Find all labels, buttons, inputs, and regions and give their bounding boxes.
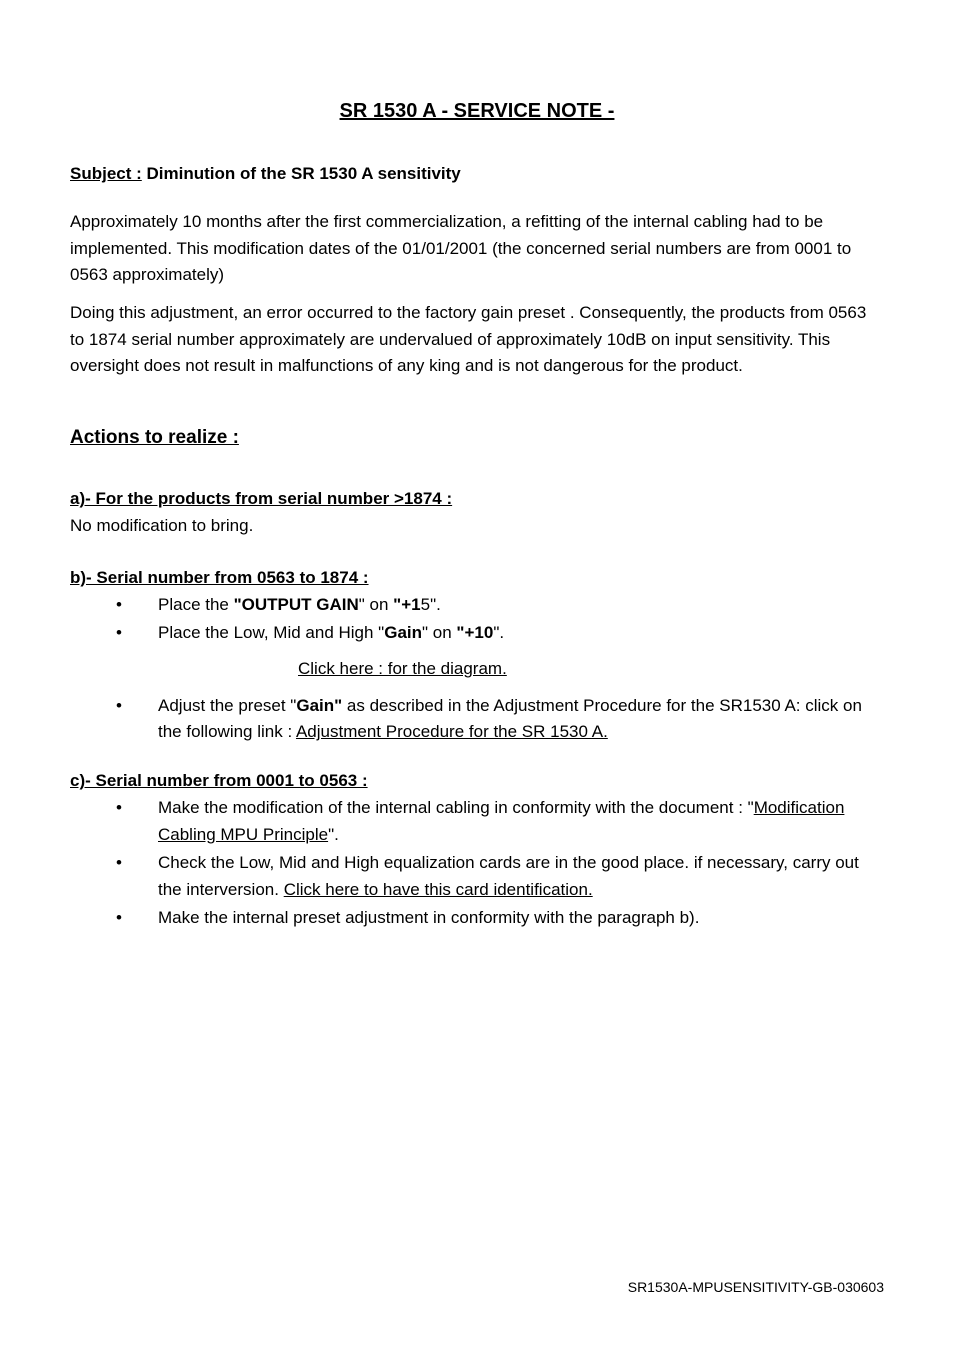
bullet-item: • Place the "OUTPUT GAIN" on "+15".: [70, 592, 884, 618]
subject-text: Diminution of the SR 1530 A sensitivity: [142, 164, 461, 183]
page-title: SR 1530 A - SERVICE NOTE -: [70, 100, 884, 123]
intro-paragraph-1: Approximately 10 months after the first …: [70, 209, 884, 288]
section-a-text: No modification to bring.: [70, 513, 884, 539]
section-a-heading: a)- For the products from serial number …: [70, 489, 884, 509]
bullet-item: • Make the internal preset adjustment in…: [70, 905, 884, 931]
bullet-marker: •: [70, 850, 158, 903]
bullet-item: • Make the modification of the internal …: [70, 795, 884, 848]
bullet-marker: •: [70, 620, 158, 646]
diagram-link-row: Click here : for the diagram.: [70, 656, 884, 682]
subject-line: Subject : Diminution of the SR 1530 A se…: [70, 161, 884, 187]
subject-label: Subject :: [70, 164, 142, 183]
diagram-link[interactable]: Click here : for the diagram.: [298, 659, 507, 678]
bullet-marker: •: [70, 693, 158, 746]
section-b-heading: b)- Serial number from 0563 to 1874 :: [70, 568, 884, 588]
footer-doc-id: SR1530A-MPUSENSITIVITY-GB-030603: [628, 1279, 884, 1295]
adjustment-procedure-link[interactable]: Adjustment Procedure for the SR 1530 A.: [296, 722, 608, 741]
bullet-item: • Place the Low, Mid and High "Gain" on …: [70, 620, 884, 646]
bullet-marker: •: [70, 905, 158, 931]
bullet-marker: •: [70, 592, 158, 618]
bullet-item: • Adjust the preset "Gain" as described …: [70, 693, 884, 746]
card-identification-link[interactable]: Click here to have this card identificat…: [284, 880, 593, 899]
bullet-item: • Check the Low, Mid and High equalizati…: [70, 850, 884, 903]
bullet-marker: •: [70, 795, 158, 848]
intro-paragraph-2: Doing this adjustment, an error occurred…: [70, 300, 884, 379]
section-c-heading: c)- Serial number from 0001 to 0563 :: [70, 771, 884, 791]
actions-heading: Actions to realize :: [70, 427, 884, 449]
